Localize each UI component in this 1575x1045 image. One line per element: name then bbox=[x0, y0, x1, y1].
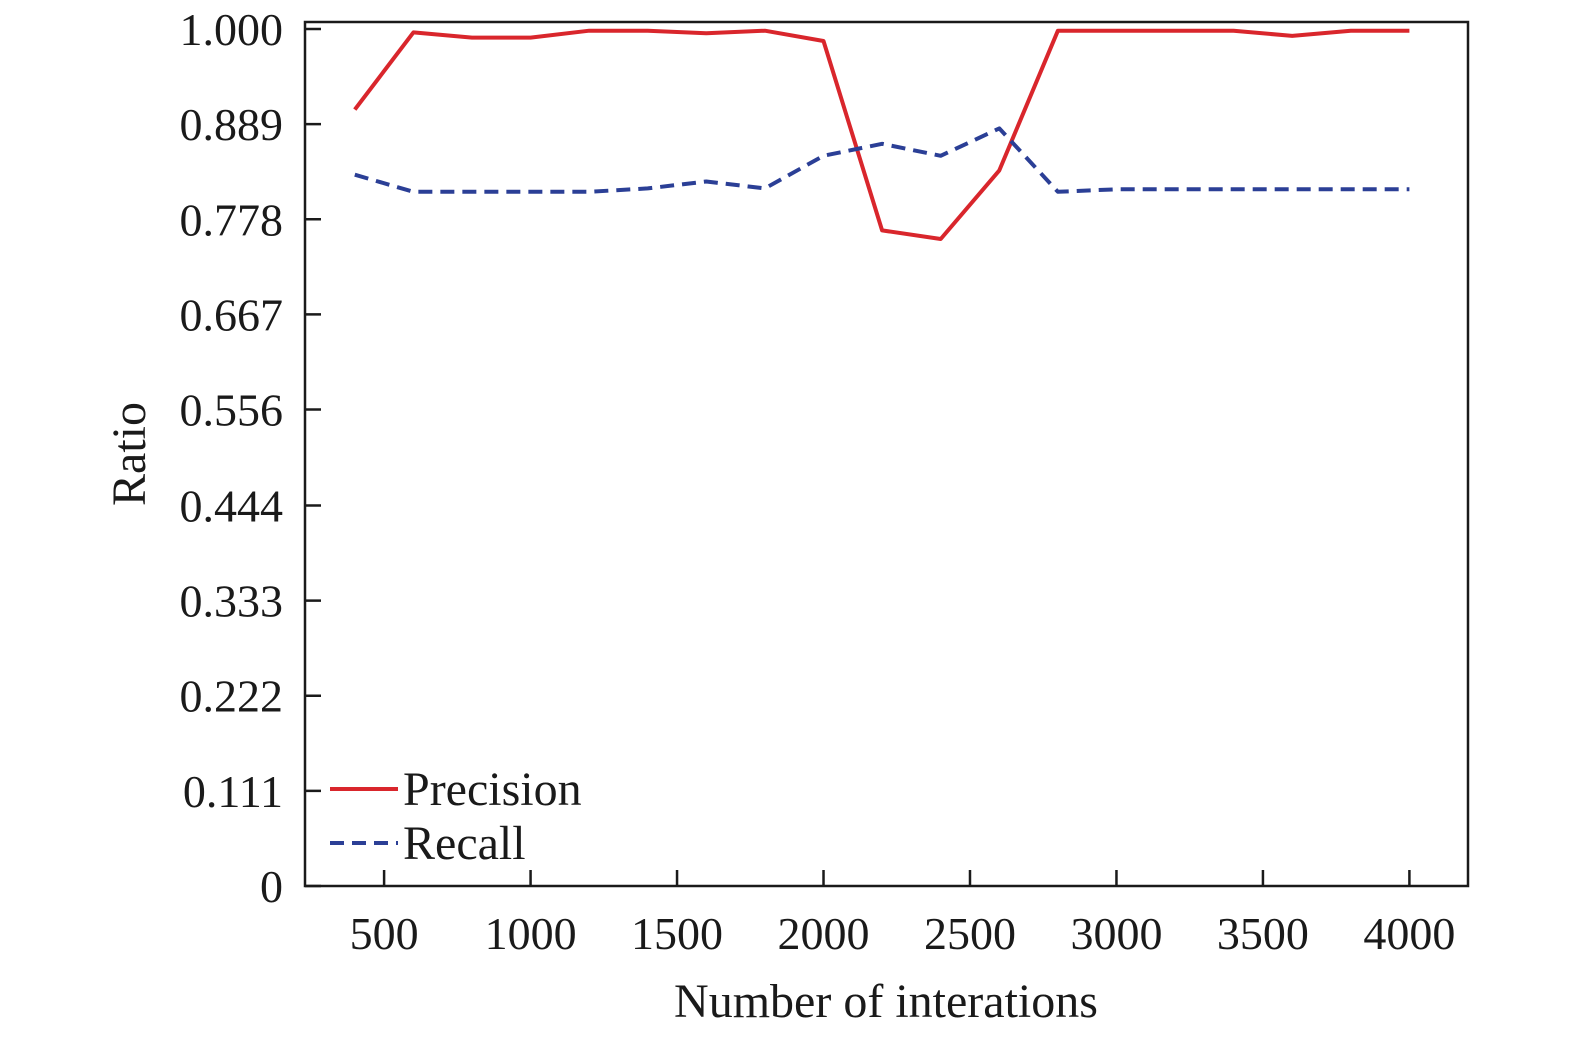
recall-line bbox=[354, 126, 1410, 194]
y-tick-label: 0.556 bbox=[180, 385, 284, 436]
y-tick-label: 0.222 bbox=[180, 671, 284, 722]
x-tick-label: 3000 bbox=[1070, 908, 1162, 959]
y-tick-label: 0.444 bbox=[180, 480, 284, 531]
x-tick-label: 500 bbox=[350, 908, 419, 959]
x-axis-title: Number of interations bbox=[674, 975, 1098, 1028]
x-tick-label: 2500 bbox=[924, 908, 1016, 959]
x-tick-label: 2000 bbox=[778, 908, 870, 959]
y-tick-label: 0.778 bbox=[180, 194, 284, 245]
legend-label-precision: Precision bbox=[403, 763, 582, 816]
x-tick-label: 1000 bbox=[485, 908, 577, 959]
legend-label-recall: Recall bbox=[403, 817, 526, 870]
series-lines bbox=[353, 28, 1410, 241]
y-tick-label: 0 bbox=[260, 861, 283, 912]
precision-line bbox=[353, 28, 1410, 241]
x-tick-label: 3500 bbox=[1217, 908, 1309, 959]
y-axis: 0 0.111 0.222 0.333 0.444 0.556 0.667 0.778 0.88… bbox=[180, 4, 321, 912]
plot-area-frame bbox=[303, 20, 1470, 888]
y-tick-label: 0.889 bbox=[180, 99, 284, 150]
x-tick-label: 4000 bbox=[1363, 908, 1455, 959]
x-axis: 500 1000 1500 2000 2500 3000 3500 4000 bbox=[350, 870, 1455, 959]
y-tick-label: 0.333 bbox=[180, 576, 284, 627]
x-tick-label: 1500 bbox=[631, 908, 723, 959]
y-tick-label: 1.000 bbox=[180, 4, 284, 55]
y-tick-label: 0.667 bbox=[180, 289, 284, 340]
y-axis-title: Ratio bbox=[103, 402, 156, 506]
y-tick-label: 0.111 bbox=[183, 766, 283, 817]
